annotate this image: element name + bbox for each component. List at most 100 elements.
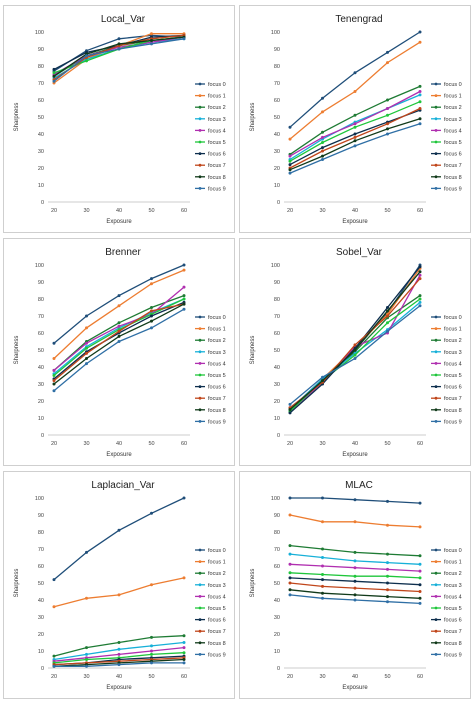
y-tick-label: 30 (274, 149, 280, 155)
x-tick-label: 30 (83, 208, 89, 214)
legend-label: focus 6 (444, 618, 462, 624)
data-point (182, 302, 186, 306)
data-point (321, 573, 324, 576)
data-point (386, 98, 389, 102)
y-tick-label: 20 (38, 632, 44, 638)
legend-marker (434, 548, 438, 552)
data-point (418, 297, 422, 301)
legend-marker (434, 606, 438, 610)
data-point (418, 40, 422, 44)
legend-marker (434, 117, 438, 121)
data-point (353, 139, 357, 143)
y-tick-label: 30 (38, 382, 44, 388)
data-point (117, 329, 121, 333)
data-point (321, 578, 324, 582)
y-tick-label: 80 (38, 64, 44, 70)
legend-label: focus 0 (208, 315, 226, 321)
data-point (117, 321, 121, 325)
data-point (386, 113, 389, 117)
x-axis-label: Exposure (342, 219, 368, 225)
data-point (288, 544, 292, 548)
legend-marker (434, 362, 438, 365)
data-point (418, 122, 422, 126)
y-tick-label: 30 (38, 615, 44, 621)
y-axis-label: Sharpness (14, 336, 20, 365)
legend-marker (434, 338, 438, 342)
legend-marker (434, 420, 438, 423)
legend-label: focus 4 (444, 128, 462, 134)
chart-title: Brenner (105, 247, 141, 258)
data-point (321, 556, 324, 559)
chart-title: Local_Var (101, 14, 146, 25)
y-tick-label: 20 (274, 166, 280, 172)
legend-label: focus 4 (208, 594, 226, 600)
data-point (386, 107, 389, 110)
data-point (288, 154, 292, 158)
data-point (418, 30, 422, 34)
data-point (353, 586, 357, 590)
legend-label: focus 0 (444, 82, 462, 88)
data-point (288, 513, 292, 517)
data-point (418, 84, 422, 88)
data-point (386, 309, 389, 313)
data-point (117, 593, 121, 597)
data-point (117, 641, 121, 644)
data-point (353, 559, 357, 563)
data-point (353, 132, 357, 136)
legend-label: focus 9 (208, 186, 226, 192)
data-point (288, 552, 292, 556)
data-point (353, 357, 357, 360)
chart-panel-0: Local_Var 0 10 20 30 40 50 60 70 80 90 100 20 30 40 50 6… (3, 5, 235, 233)
chart-panel-1: Tenengrad 0 10 20 30 40 50 60 70 80 90 100 20 30 40 50 6… (239, 5, 471, 233)
data-point (386, 600, 389, 604)
legend-marker (198, 163, 202, 167)
data-point (117, 294, 121, 298)
legend-label: focus 1 (444, 560, 462, 566)
data-point (182, 646, 186, 650)
y-tick-label: 20 (38, 399, 44, 405)
data-point (150, 306, 153, 309)
data-point (288, 581, 292, 585)
legend-marker (434, 152, 438, 156)
legend-label: focus 8 (444, 641, 462, 647)
data-point (418, 501, 422, 505)
data-point (117, 324, 121, 328)
legend-marker (198, 420, 202, 423)
legend-marker (198, 408, 202, 412)
y-axis-label: Sharpness (14, 569, 20, 598)
legend-label: focus 1 (208, 560, 226, 566)
data-point (117, 340, 121, 343)
legend-marker (198, 548, 202, 552)
y-tick-label: 10 (38, 416, 44, 422)
legend-marker (198, 653, 202, 656)
data-point (386, 61, 389, 65)
y-tick-label: 40 (274, 132, 280, 138)
y-tick-label: 60 (38, 98, 44, 104)
data-point (418, 525, 422, 529)
legend-label: focus 5 (444, 373, 462, 379)
series-line-focus-2 (289, 544, 421, 557)
data-point (418, 304, 422, 308)
y-tick-label: 30 (274, 615, 280, 621)
data-point (418, 601, 422, 605)
legend-marker (198, 396, 202, 400)
legend-label: focus 3 (208, 117, 226, 123)
data-point (288, 402, 292, 406)
legend-marker (434, 129, 438, 132)
y-axis-label: Sharpness (250, 103, 256, 132)
legend-label: focus 9 (444, 186, 462, 192)
x-tick-label: 50 (384, 674, 390, 680)
legend-label: focus 9 (208, 419, 226, 425)
data-point (117, 334, 121, 338)
series-line-focus-0 (289, 31, 421, 128)
legend-marker (198, 327, 202, 330)
legend-marker (198, 583, 202, 587)
x-tick-label: 40 (352, 674, 358, 680)
y-tick-label: 40 (38, 598, 44, 604)
data-point (150, 314, 153, 318)
chart-svg: Local_Var 0 10 20 30 40 50 60 70 80 90 100 20 30 40 50 6… (14, 14, 226, 225)
legend-label: focus 2 (208, 571, 226, 577)
data-point (52, 67, 56, 71)
y-tick-label: 10 (274, 416, 280, 422)
legend-label: focus 1 (444, 327, 462, 333)
